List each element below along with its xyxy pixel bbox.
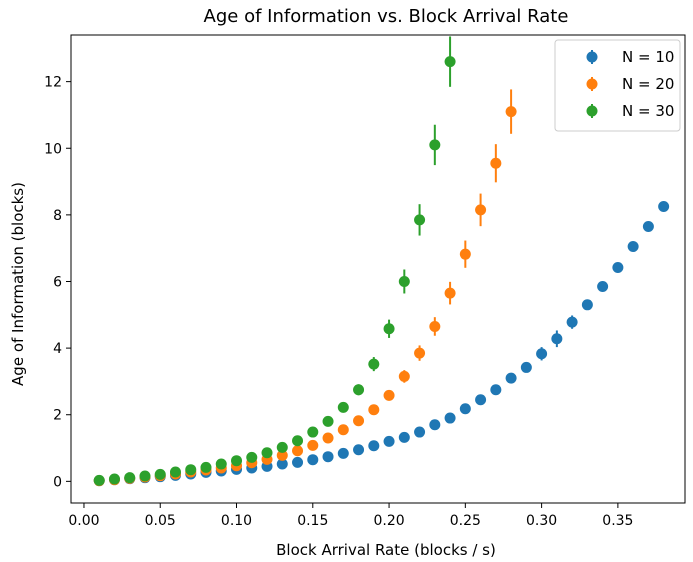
data-point	[475, 394, 487, 406]
legend-label: N = 10	[622, 48, 674, 66]
data-point	[459, 248, 471, 260]
data-point	[322, 415, 334, 427]
data-point	[231, 455, 243, 467]
data-point	[124, 472, 136, 484]
data-point	[307, 426, 319, 438]
data-point	[337, 401, 349, 413]
data-point	[658, 201, 670, 213]
data-point	[536, 348, 548, 360]
data-point	[398, 275, 410, 287]
data-point	[368, 358, 380, 370]
data-point	[520, 361, 532, 373]
data-point	[337, 424, 349, 436]
data-point	[307, 439, 319, 451]
data-point	[398, 370, 410, 382]
data-point	[185, 464, 197, 476]
data-point	[383, 389, 395, 401]
y-tick-label: 10	[44, 141, 62, 157]
data-point	[353, 384, 365, 396]
x-axis-label: Block Arrival Rate (blocks / s)	[276, 541, 496, 559]
chart-title: Age of Information vs. Block Arrival Rat…	[204, 6, 569, 27]
data-point	[429, 139, 441, 151]
data-point	[414, 426, 426, 438]
x-axis: 0.00 0.05 0.10 0.15 0.20 0.25 0.30 0.35	[68, 503, 633, 529]
data-point	[292, 456, 304, 468]
legend-marker	[586, 105, 598, 117]
data-point	[581, 299, 593, 311]
data-point	[169, 466, 181, 478]
x-tick-label: 0.05	[145, 513, 176, 529]
plot-frame	[70, 34, 686, 504]
data-point	[322, 451, 334, 463]
y-tick-label: 4	[53, 341, 62, 357]
data-point	[246, 451, 258, 463]
data-point	[444, 56, 456, 68]
data-point	[322, 432, 334, 444]
y-tick-label: 2	[53, 408, 62, 424]
data-point	[490, 384, 502, 396]
data-point	[353, 415, 365, 427]
data-point	[307, 454, 319, 466]
data-point	[108, 473, 120, 485]
data-point	[200, 461, 212, 473]
x-tick-label: 0.25	[450, 513, 481, 529]
legend-marker	[586, 78, 598, 90]
data-point	[627, 241, 639, 253]
data-point	[551, 333, 563, 345]
data-point	[353, 444, 365, 456]
data-point	[368, 440, 380, 452]
data-point	[444, 412, 456, 424]
x-tick-label: 0.35	[602, 513, 633, 529]
data-point	[414, 214, 426, 226]
x-tick-label: 0.20	[373, 513, 404, 529]
x-tick-label: 0.15	[297, 513, 328, 529]
data-point	[276, 449, 288, 461]
legend-label: N = 30	[622, 102, 674, 120]
data-point	[276, 441, 288, 453]
data-point	[337, 447, 349, 459]
data-point	[414, 347, 426, 359]
data-point	[566, 316, 578, 328]
plot-marks	[93, 36, 670, 487]
data-point	[597, 280, 609, 292]
x-tick-label: 0.00	[68, 513, 99, 529]
data-point	[276, 458, 288, 470]
data-point	[429, 419, 441, 431]
y-tick-label: 0	[53, 474, 62, 490]
data-point	[505, 106, 517, 118]
data-point	[612, 262, 624, 274]
data-point	[292, 435, 304, 447]
data-point	[429, 320, 441, 332]
data-point	[139, 470, 151, 482]
data-point	[215, 458, 227, 470]
data-point	[398, 431, 410, 443]
y-tick-label: 8	[53, 208, 62, 224]
legend-box	[554, 39, 681, 132]
data-point	[444, 287, 456, 299]
data-point	[383, 435, 395, 447]
legend-label: N = 20	[622, 75, 674, 93]
data-point	[475, 204, 487, 216]
legend: N = 10 N = 20 N = 30	[554, 39, 681, 132]
data-point	[261, 447, 273, 459]
data-point	[368, 404, 380, 416]
data-point	[93, 474, 105, 486]
y-tick-label: 6	[53, 274, 62, 290]
data-point	[642, 221, 654, 233]
y-axis-label: Age of Information (blocks)	[9, 182, 27, 386]
y-axis: 0 2 4 6 8 10 12	[44, 75, 71, 490]
x-tick-label: 0.10	[221, 513, 252, 529]
data-point	[383, 323, 395, 335]
data-point	[459, 403, 471, 415]
legend-marker	[586, 51, 598, 63]
y-tick-label: 12	[44, 75, 62, 91]
data-point	[292, 445, 304, 457]
x-tick-label: 0.30	[526, 513, 557, 529]
data-point	[505, 372, 517, 384]
data-point	[490, 157, 502, 169]
data-point	[154, 468, 166, 480]
